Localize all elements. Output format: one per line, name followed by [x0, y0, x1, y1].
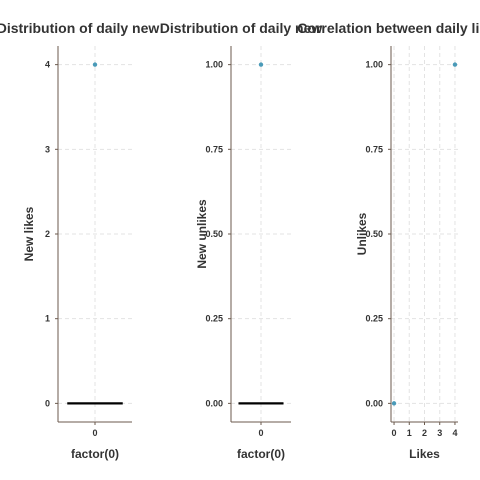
titles-layer: Distribution of daily new Distribution of… — [0, 20, 480, 36]
chart-title: Distribution of daily new — [0, 20, 159, 36]
y-tick-label: 4 — [45, 60, 50, 70]
y-tick-label: 0.50 — [205, 229, 223, 239]
scatter-point — [452, 62, 458, 67]
chart-title: Correlation between daily likes — [297, 20, 480, 36]
y-tick-label: 0.75 — [365, 144, 383, 154]
x-tick-label: 0 — [92, 428, 97, 438]
x-tick-label: 0 — [258, 428, 263, 438]
y-axis-label: Unlikes — [355, 212, 369, 255]
outlier-point — [258, 62, 264, 67]
y-tick-label: 1.00 — [365, 60, 383, 70]
x-tick-label: 4 — [452, 428, 457, 438]
x-tick-label: 0 — [392, 428, 397, 438]
scatter-point — [391, 401, 397, 406]
x-tick-label: 3 — [437, 428, 442, 438]
x-tick-label: 1 — [407, 428, 412, 438]
y-axis-label: New likes — [22, 206, 36, 261]
y-tick-label: 0.75 — [205, 144, 223, 154]
y-tick-label: 1 — [45, 314, 50, 324]
y-axis-label: New unlikes — [195, 199, 209, 269]
chart-panel-1: 0 1 2 3 4 0 factor(0) New likes — [22, 46, 132, 461]
x-axis-label: factor(0) — [71, 447, 119, 461]
outlier-point — [92, 62, 98, 67]
y-tick-label: 0.50 — [365, 229, 383, 239]
y-tick-label: 2 — [45, 229, 50, 239]
y-tick-label: 0.00 — [205, 398, 223, 408]
y-tick-label: 0.25 — [205, 314, 223, 324]
x-axis-label: factor(0) — [237, 447, 285, 461]
chart-panel-3: 0.00 0.25 0.50 0.75 1.00 0 1 2 3 4 Likes Unlikes — [355, 46, 458, 461]
y-tick-label: 0 — [45, 398, 50, 408]
x-axis-label: Likes — [409, 447, 440, 461]
chart-panel-2: 0.00 0.25 0.50 0.75 1.00 0 factor(0) New unlike… — [195, 46, 291, 461]
x-tick-label: 2 — [422, 428, 427, 438]
y-tick-label: 0.00 — [365, 398, 383, 408]
chart-title: Distribution of daily new — [160, 20, 323, 36]
y-tick-label: 3 — [45, 144, 50, 154]
y-tick-label: 0.25 — [365, 314, 383, 324]
y-tick-label: 1.00 — [205, 60, 223, 70]
